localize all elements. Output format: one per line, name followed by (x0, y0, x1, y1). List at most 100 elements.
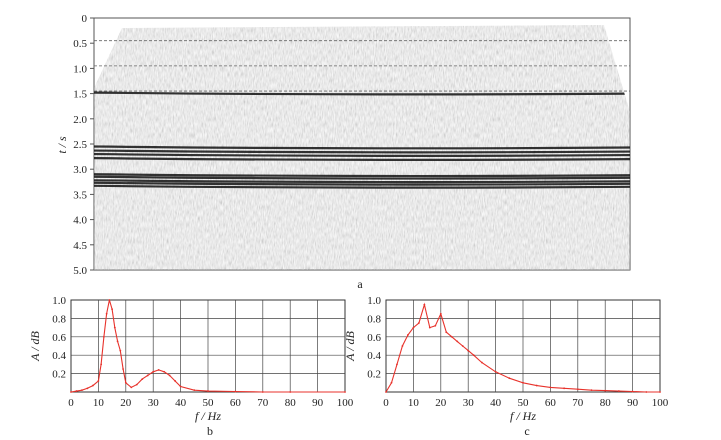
spectrum-point (86, 387, 89, 390)
spectrum-point (174, 380, 177, 382)
x-tick-label: 90 (312, 397, 324, 409)
spectrum-point (102, 335, 105, 338)
x-tick-label: 60 (230, 397, 242, 409)
reflector-layer (94, 91, 630, 189)
reflector-line (94, 173, 630, 178)
spectrum-point (168, 374, 171, 377)
spectrum-point (631, 390, 634, 393)
x-tick-label: 10 (93, 397, 105, 409)
y-tick-label: 0.5 (73, 38, 87, 50)
spectrum-point (390, 381, 393, 384)
x-tick-label: 50 (203, 397, 215, 409)
spectrum-point (434, 324, 437, 327)
spectrum-point (163, 370, 166, 373)
y-axis-label: A / dB (28, 330, 42, 361)
spectrum-point (417, 322, 420, 324)
reflector-line (94, 181, 630, 186)
panel-label-c: c (524, 424, 529, 438)
spectrum-point (481, 361, 483, 364)
spectrum-point (445, 331, 448, 334)
seismic-panel: 0 0.5 1.0 1.5 2.0 2.5 3.0 3.5 4.0 4.5 5.0 t / s a (55, 13, 631, 291)
spectrum-point (113, 326, 116, 329)
y-tick-label: 0.8 (367, 313, 381, 325)
spectrum-point (412, 326, 415, 329)
y-tick-label: 0.6 (52, 332, 66, 344)
spectrum-point (439, 312, 442, 315)
spectrum-point (535, 384, 538, 387)
spectrum-point (130, 386, 133, 389)
spectrum-panel-c: 0 10 20 30 40 50 60 70 80 90 100 0.2 0.4 0.6 0.8 1.0 f /… (343, 295, 669, 423)
reflector-line (94, 157, 630, 162)
dashed-reference-lines (94, 40, 630, 92)
x-tick-label: 100 (337, 397, 354, 409)
spectrum-point (119, 349, 122, 352)
x-tick-label: 80 (285, 397, 297, 409)
spectrum-point (549, 386, 552, 389)
x-tick-label: 50 (518, 397, 530, 409)
x-tick-label: 70 (572, 397, 584, 409)
spectrum-point (81, 389, 83, 392)
spectrum-point (157, 369, 160, 371)
spectrum-point (467, 349, 470, 352)
y-tick-label: 0.2 (367, 369, 381, 381)
spectrum-point (92, 384, 94, 387)
y-tick-label: 3.5 (73, 189, 87, 201)
spectrum-point (401, 345, 404, 347)
y-tick-label: 0 (82, 13, 88, 25)
spectrum-point (289, 391, 292, 393)
spectrum-point (116, 340, 119, 343)
y-axis-label: A / dB (343, 330, 357, 361)
reflector-line (94, 152, 630, 157)
spectrum-point (105, 312, 108, 315)
y-tick-label: 0.4 (367, 350, 381, 362)
spectrum-point (124, 381, 127, 384)
x-tick-label: 60 (545, 397, 557, 409)
spectrum-point (472, 354, 475, 357)
y-tick-label: 0.8 (52, 313, 66, 325)
spectrum-point (100, 363, 103, 366)
y-tick-label: 4.0 (73, 215, 87, 227)
y-tick-label: 5.0 (73, 265, 87, 277)
spectrum-point (207, 390, 209, 392)
y-tick-label: 3.0 (73, 164, 87, 176)
y-axis-label: t / s (55, 136, 69, 154)
x-tick-label: 0 (383, 397, 389, 409)
y-tick-label: 1.0 (52, 295, 66, 307)
y-tick-label: 2.5 (73, 139, 87, 151)
reflector-line (94, 184, 630, 189)
y-axis-ticks: 0 0.5 1.0 1.5 2.0 2.5 3.0 3.5 4.0 4.5 5.0 (73, 13, 94, 277)
y-tick-label: 0.4 (52, 350, 66, 362)
spectrum-point (97, 380, 100, 382)
spectrum-point (122, 368, 124, 370)
spectrum-point (396, 363, 398, 366)
spectrum-point (522, 381, 524, 384)
spectrum-point (590, 389, 593, 392)
reflector-line (94, 145, 630, 150)
panel-label-a: a (357, 277, 363, 291)
spectrum-point (407, 334, 409, 336)
spectrum-point (428, 326, 431, 329)
spectrum-point (75, 390, 78, 392)
y-tick-label: 1.0 (73, 63, 87, 75)
x-axis-label: f / Hz (195, 409, 221, 423)
panel-label-b: b (207, 424, 213, 438)
x-tick-label: 40 (175, 397, 187, 409)
spectrum-point (563, 387, 565, 390)
x-tick-label: 100 (652, 397, 669, 409)
y-tick-label: 1.0 (367, 295, 381, 307)
spectrum-point (604, 389, 607, 392)
spectrum-point (111, 308, 113, 311)
x-tick-label: 20 (120, 397, 132, 409)
spectrum-point (70, 391, 72, 393)
spectrum-point (141, 378, 144, 381)
spectrum-point (456, 340, 459, 343)
x-tick-label: 30 (148, 397, 160, 409)
y-tick-label: 0.2 (52, 369, 66, 381)
spectrum-panel-b: 0 10 20 30 40 50 60 70 80 90 100 0.2 0.4 0.6 0.8 1.0 f /… (28, 295, 354, 423)
y-tick-label: 1.5 (73, 89, 87, 101)
spectrum-point (261, 391, 264, 393)
reflector-line (94, 179, 630, 184)
x-tick-label: 10 (408, 397, 420, 409)
spectrum-point (450, 335, 453, 338)
x-tick-label: 70 (257, 397, 269, 409)
